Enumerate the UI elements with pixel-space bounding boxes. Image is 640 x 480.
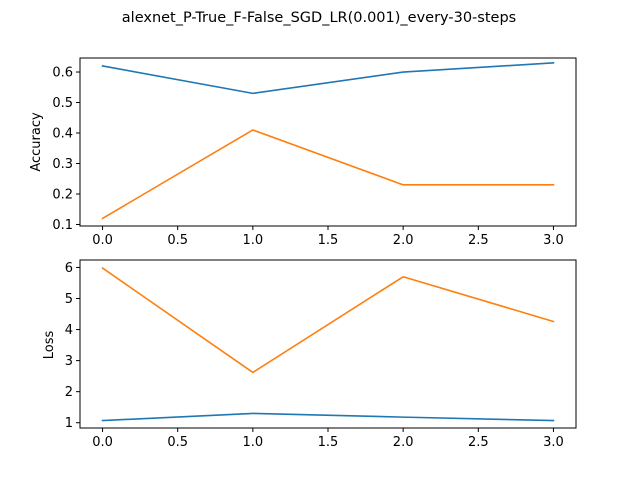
accuracy-xtick-label: 0.0: [92, 233, 113, 248]
accuracy-xtick-label: 0.5: [167, 233, 188, 248]
accuracy-xtick-label: 3.0: [543, 233, 564, 248]
loss-series-1-line: [101, 412, 555, 422]
loss-ytick-label: 6: [65, 261, 73, 276]
accuracy-ticks: 0.0 0.5 1.0 1.5 2.0 2.5 3.0 0.1 0.2 0.3 0.4 0.5 0.6: [52, 66, 563, 248]
loss-xtick-label: 1.0: [243, 435, 264, 450]
loss-ytick-label: 1: [65, 416, 73, 431]
accuracy-ytick-label: 0.1: [52, 218, 73, 233]
loss-series-2-line: [101, 266, 555, 374]
loss-ytick-label: 2: [65, 385, 73, 400]
accuracy-xtick-label: 2.0: [393, 233, 414, 248]
accuracy-series: [101, 62, 555, 220]
accuracy-plot-frame: [79, 57, 577, 227]
accuracy-ytick-label: 0.5: [52, 96, 73, 111]
loss-ticks: 0.0 0.5 1.0 1.5 2.0 2.5 3.0 1 2 3 4 5 6: [65, 261, 564, 450]
loss-ytick-label: 3: [65, 354, 73, 369]
loss-subplot: Loss 0.0 0.5 1.0 1.5 2.0 2.5 3.0 1 2 3 4 5 6: [42, 259, 577, 450]
accuracy-ytick-label: 0.6: [52, 66, 73, 81]
accuracy-xtick-label: 2.5: [468, 233, 489, 248]
accuracy-xtick-label: 1.5: [318, 233, 339, 248]
loss-ytick-label: 5: [65, 292, 73, 307]
accuracy-xtick-label: 1.0: [243, 233, 264, 248]
loss-plot-frame: [79, 259, 577, 429]
accuracy-ytick-label: 0.2: [52, 187, 73, 202]
loss-series: [101, 266, 555, 422]
accuracy-ylabel: Accuracy: [29, 112, 44, 172]
accuracy-series-2-line: [101, 129, 555, 220]
loss-xtick-label: 1.5: [318, 435, 339, 450]
loss-xtick-label: 2.5: [468, 435, 489, 450]
loss-xtick-label: 3.0: [543, 435, 564, 450]
loss-xtick-label: 2.0: [393, 435, 414, 450]
accuracy-ytick-label: 0.4: [52, 127, 73, 142]
figure-title: alexnet_P-True_F-False_SGD_LR(0.001)_eve…: [122, 10, 516, 26]
loss-xtick-label: 0.5: [167, 435, 188, 450]
loss-ytick-label: 4: [65, 323, 73, 338]
loss-ylabel: Loss: [42, 331, 57, 360]
accuracy-ytick-label: 0.3: [52, 157, 73, 172]
accuracy-series-1-line: [101, 62, 555, 95]
loss-xtick-label: 0.0: [92, 435, 113, 450]
accuracy-subplot: Accuracy 0.0 0.5 1.0 1.5 2.0 2.5 3.00.10.20.30…: [29, 57, 577, 248]
